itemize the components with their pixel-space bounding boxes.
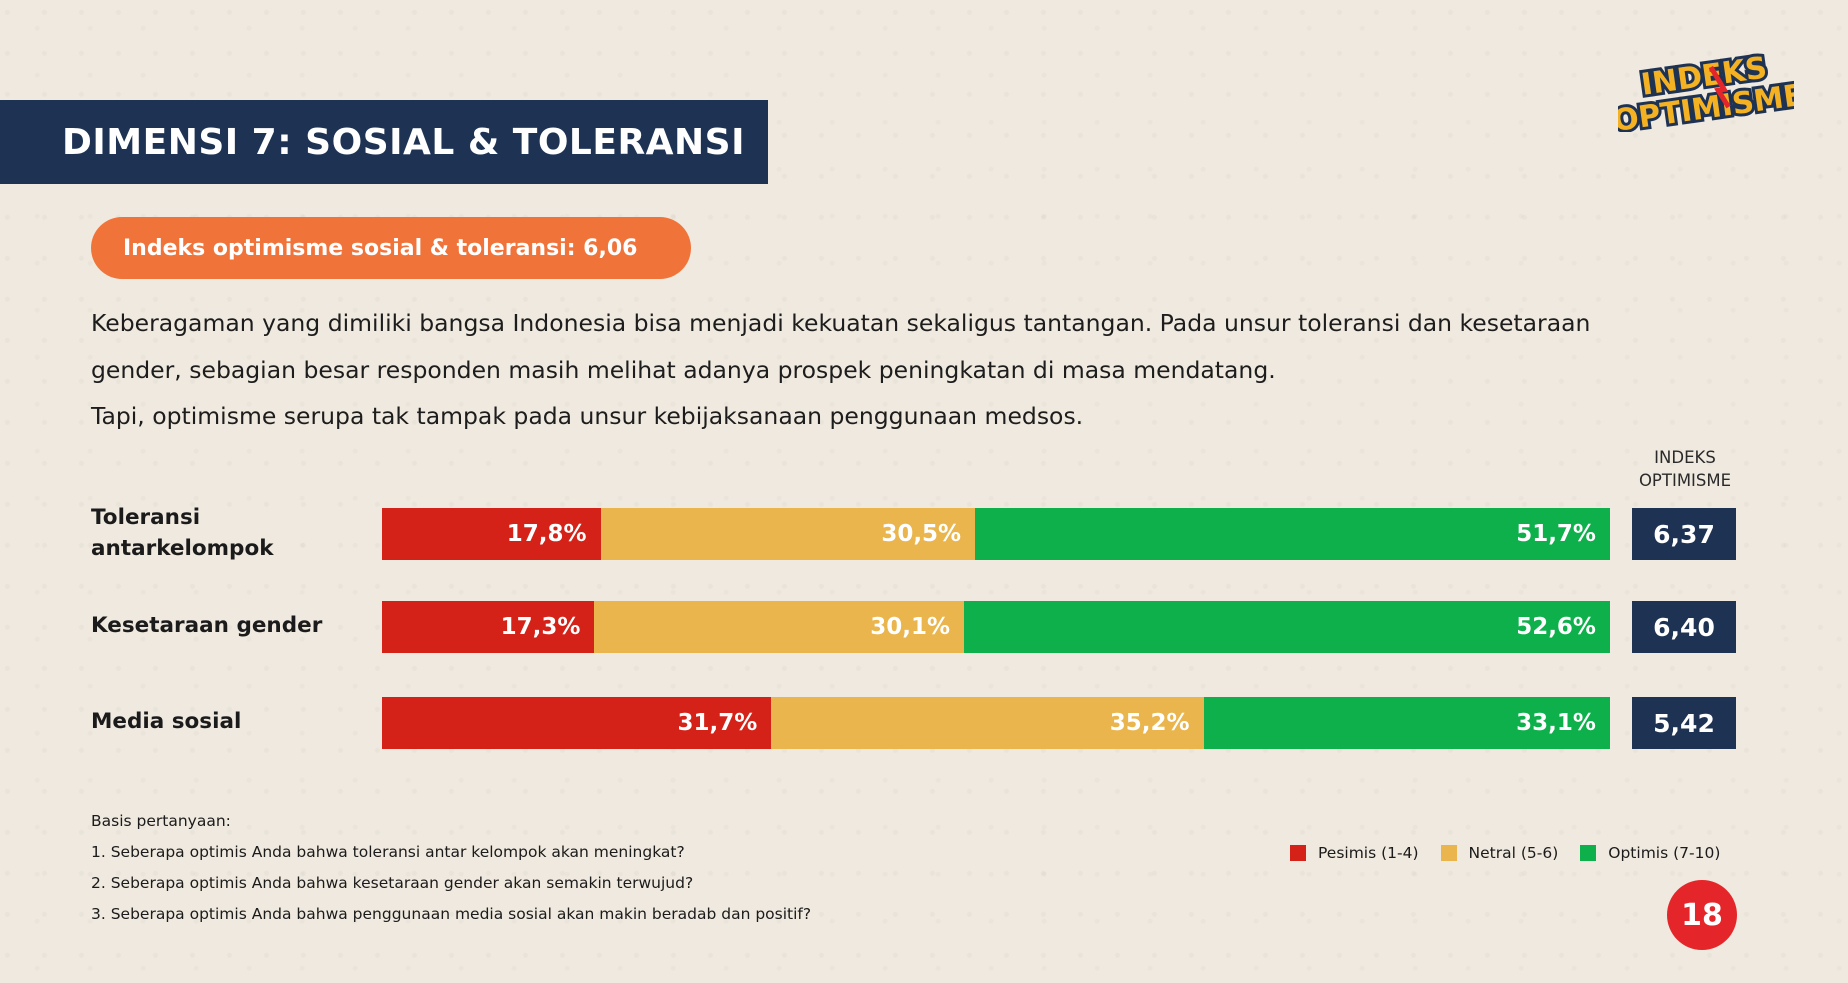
bar-segment-netral: 30,5% — [600, 508, 976, 560]
basis-question-2: 2. Seberapa optimis Anda bahwa kesetaraa… — [91, 874, 694, 892]
legend-swatch-green — [1580, 845, 1597, 861]
legend-label: Pesimis (1-4) — [1318, 844, 1419, 862]
bar-segment-optimis: 51,7% — [975, 508, 1610, 560]
index-value-gender: 6,40 — [1632, 601, 1736, 653]
bar-data-label: 31,7% — [677, 710, 758, 736]
indeks-optimisme-logo: INDEKS OPTIMISME — [1618, 48, 1794, 132]
bar-data-label: 35,2% — [1109, 710, 1190, 736]
bar-row-gender: 17,3% 30,1% 52,6% — [382, 601, 1610, 653]
bar-segment-pesimis: 31,7% — [382, 697, 772, 749]
bar-segment-pesimis: 17,3% — [382, 601, 595, 653]
row-label-medsos: Media sosial — [91, 706, 241, 737]
logo-arrow-icon — [1708, 65, 1731, 109]
index-header-line-1: INDEKS — [1654, 448, 1716, 467]
index-column-header: INDEKS OPTIMISME — [1620, 446, 1750, 492]
row-label-toleransi: Toleransi antarkelompok — [91, 502, 274, 564]
bar-data-label: 51,7% — [1516, 521, 1596, 547]
bar-data-label: 33,1% — [1516, 710, 1596, 736]
row-label-line-1: Media sosial — [91, 709, 242, 734]
row-label-gender: Kesetaraan gender — [91, 610, 322, 641]
index-value-medsos: 5,42 — [1632, 697, 1736, 749]
bar-data-label: 30,1% — [870, 614, 951, 640]
bar-segment-netral: 30,1% — [594, 601, 965, 653]
legend-item-optimis: Optimis (7-10) — [1580, 844, 1720, 862]
basis-questions: Basis pertanyaan: 1. Seberapa optimis An… — [91, 806, 811, 930]
legend-swatch-yellow — [1440, 845, 1457, 861]
bar-data-label: 52,6% — [1516, 614, 1596, 640]
row-label-line-1: Kesetaraan gender — [91, 613, 323, 638]
legend-item-pesimis: Pesimis (1-4) — [1290, 844, 1419, 862]
description-line-2: gender, sebagian besar responden masih m… — [91, 355, 1276, 384]
bar-data-label: 30,5% — [881, 521, 962, 547]
bar-row-toleransi: 17,8% 30,5% 51,7% — [382, 508, 1610, 560]
basis-question-3: 3. Seberapa optimis Anda bahwa penggunaa… — [91, 905, 812, 923]
basis-question-1: 1. Seberapa optimis Anda bahwa toleransi… — [91, 843, 685, 861]
page-number-badge: 18 — [1667, 880, 1737, 950]
legend-item-netral: Netral (5-6) — [1440, 844, 1559, 862]
description-line-3: Tapi, optimisme serupa tak tampak pada u… — [91, 402, 1084, 430]
bar-segment-pesimis: 17,8% — [382, 508, 601, 560]
chart-legend: Pesimis (1-4) Netral (5-6) Optimis (7-10… — [1290, 844, 1720, 862]
page-title: DIMENSI 7: SOSIAL & TOLERANSI — [62, 121, 745, 163]
basis-title: Basis pertanyaan: — [91, 812, 231, 830]
bar-segment-optimis: 52,6% — [964, 601, 1610, 653]
description: Keberagaman yang dimiliki bangsa Indones… — [91, 300, 1731, 440]
index-value-toleransi: 6,37 — [1632, 508, 1736, 560]
bar-segment-netral: 35,2% — [771, 697, 1204, 749]
legend-label: Netral (5-6) — [1468, 844, 1559, 862]
row-label-line-1: Toleransi — [91, 505, 201, 530]
index-summary-text: Indeks optimisme sosial & toleransi: 6,0… — [123, 235, 638, 261]
legend-label: Optimis (7-10) — [1608, 844, 1721, 862]
bar-data-label: 17,8% — [506, 521, 587, 547]
bar-row-medsos: 31,7% 35,2% 33,1% — [382, 697, 1610, 749]
bar-data-label: 17,3% — [500, 614, 581, 640]
description-line-1: Keberagaman yang dimiliki bangsa Indones… — [91, 309, 1591, 337]
index-header-line-2: OPTIMISME — [1638, 471, 1732, 490]
legend-swatch-red — [1290, 845, 1306, 861]
row-label-line-2: antarkelompok — [91, 536, 274, 561]
bar-segment-optimis: 33,1% — [1203, 697, 1610, 749]
index-summary-pill: Indeks optimisme sosial & toleransi: 6,0… — [91, 217, 691, 279]
header-title-bar: DIMENSI 7: SOSIAL & TOLERANSI — [0, 100, 768, 184]
